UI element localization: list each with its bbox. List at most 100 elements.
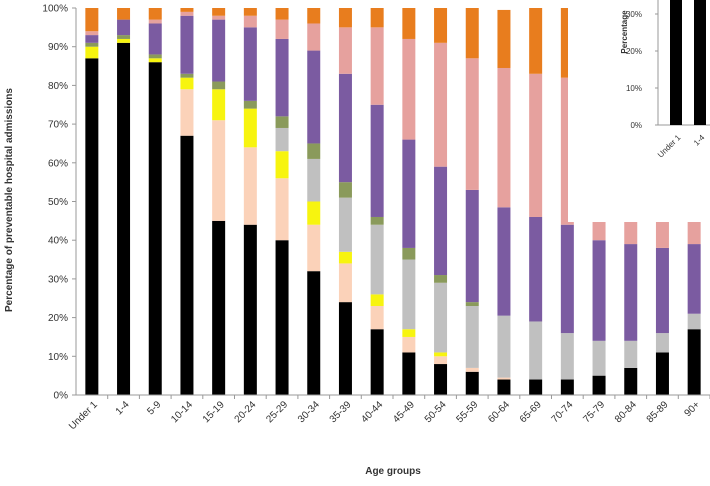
bar-segment [655,247,669,334]
bar-segment [370,329,384,395]
bar-segment [529,321,543,380]
bar-segment [370,27,384,105]
bar-segment [529,379,543,395]
bar-segment [85,35,99,43]
bar-segment [402,336,416,353]
x-tick-label: 65-69 [518,399,544,425]
y-tick-label: 70% [48,120,68,131]
bar-segment [338,8,352,28]
bar-segment [402,259,416,330]
x-tick-label: 15-19 [201,399,227,425]
bar-segment [434,352,448,357]
inset-y-tick-label: 0% [630,121,642,130]
bar-segment [529,216,543,322]
y-axis-title: Percentage of preventable hospital admis… [4,88,15,312]
bar-segment [402,247,416,260]
bar-segment [497,315,511,378]
bar-segment [307,271,321,395]
y-tick-label: 20% [48,313,68,324]
inset-bar [694,0,706,125]
bar-segment [560,333,574,380]
bar-segment [338,73,352,183]
y-tick-label: 0% [54,391,69,402]
x-tick-label: 90+ [682,399,702,419]
bar-segment [307,8,321,24]
x-tick-label: 85-89 [645,399,671,425]
bar-segment [592,340,606,376]
bar-segment [148,19,162,24]
x-tick-label: 25-29 [264,399,290,425]
bar-segment [402,352,416,395]
x-tick-label: 75-79 [581,399,607,425]
plot-area [85,8,701,396]
bar-segment [434,282,448,353]
x-tick-label: 10-14 [169,399,195,425]
inset-y-axis-title: Percentage [620,10,629,54]
y-tick-label: 80% [48,81,68,92]
x-tick-label: Under 1 [67,399,100,432]
inset-y-tick-label: 20% [626,47,642,56]
bar-segment [148,62,162,396]
x-tick-label: 55-59 [455,399,481,425]
bar-segment [243,224,257,395]
bar-segment [497,207,511,316]
bar-segment [497,9,511,68]
bar-segment [117,35,131,39]
bar-segment [687,244,701,314]
y-tick-label: 30% [48,274,68,285]
bar-segment [180,89,194,136]
x-tick-label: 45-49 [391,399,417,425]
bar-segment [243,147,257,225]
bar-segment [465,8,479,59]
x-tick-label: 1-4 [114,399,132,417]
bar-segment [338,302,352,395]
bar-segment [307,50,321,144]
bar-segment [434,42,448,167]
bar-segment [465,58,479,190]
bar-segment [624,367,638,395]
y-tick-label: 60% [48,158,68,169]
bar-segment [465,189,479,303]
bar-segment [275,116,289,128]
bar-segment [85,31,99,36]
bar-segment [275,178,289,241]
bar-segment [370,294,384,306]
x-tick-label: 60-64 [486,399,512,425]
bar-segment [275,19,289,39]
bar-segment [117,38,131,43]
bar-segment [148,8,162,20]
bar-segment [497,67,511,208]
bar-segment [307,158,321,202]
x-axis-ticks: Under 1 1-4 5-9 10-14 15-19 20-24 25-29 30-34 35… [67,395,710,432]
bar-segment [85,58,99,396]
bar-segment [180,77,194,90]
x-tick-label: 50-54 [423,399,449,425]
bar-segment [529,8,543,74]
bar-segment [180,11,194,16]
bar-segment [402,38,416,140]
bar-segment [465,371,479,395]
bar-segment [180,8,194,12]
bar-segment [338,182,352,198]
x-tick-label: 30-34 [296,399,322,425]
bar-segment [624,244,638,341]
bar-segment [370,224,384,295]
bar-segment [307,201,321,225]
y-tick-label: 50% [48,197,68,208]
bar-segment [529,73,543,217]
inset-background [568,0,710,222]
bar-segment [243,27,257,101]
bar-segment [465,367,479,372]
bar-segment [307,224,321,272]
y-axis-ticks: 0% 10% 20% 30% 40% 50% 60% 70% 80% 90% 100% [42,4,76,402]
x-tick-label: 20-24 [233,399,259,425]
bar-segment [402,329,416,337]
bar-segment [243,108,257,148]
bar-segment [148,54,162,59]
bar-segment [307,143,321,159]
bar-segment [85,42,99,47]
y-tick-label: 90% [48,42,68,53]
x-tick-label: 5-9 [145,399,163,417]
bar-segment [275,8,289,20]
